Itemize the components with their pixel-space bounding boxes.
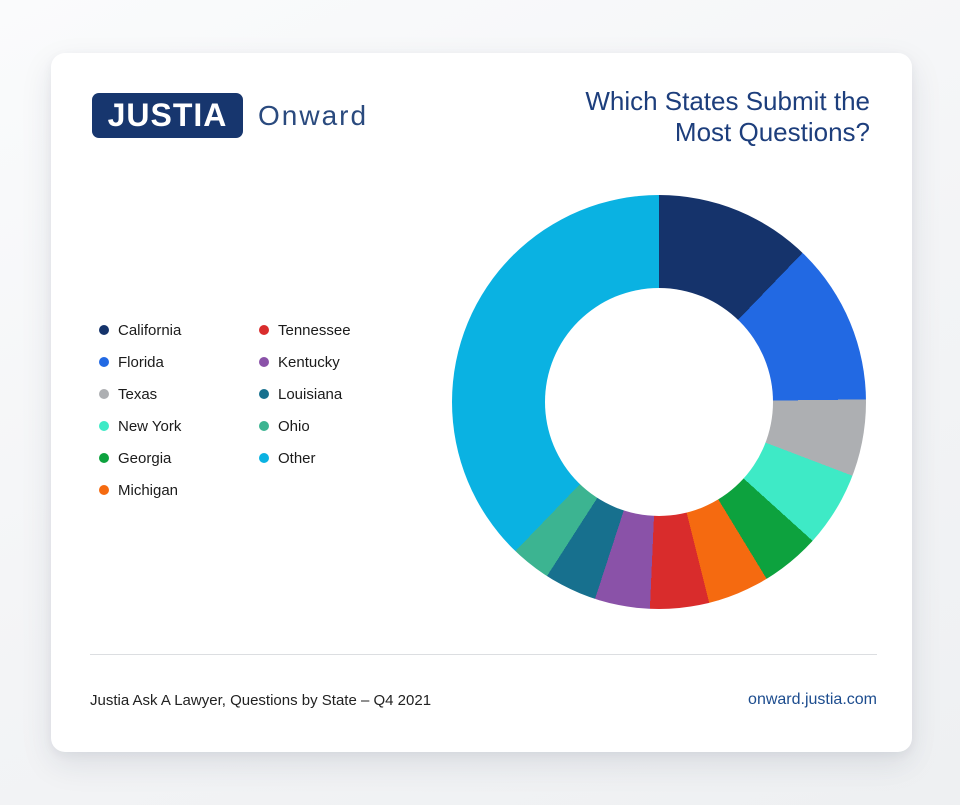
legend-item-florida: Florida	[99, 346, 259, 378]
source-caption: Justia Ask A Lawyer, Questions by State …	[90, 691, 432, 709]
onward-site-link[interactable]: onward.justia.com	[748, 691, 877, 708]
legend-dot-california	[99, 325, 109, 335]
legend-label: Tennessee	[278, 321, 351, 339]
legend-item-new-york: New York	[99, 410, 259, 442]
donut-chart-area	[452, 195, 866, 609]
legend-item-michigan: Michigan	[99, 474, 259, 506]
legend-label: Texas	[118, 385, 158, 403]
legend-column-1: California Florida Texas New York Georgia Mic…	[99, 314, 259, 506]
chart-legend: California Florida Texas New York Georgia Mic…	[99, 314, 419, 506]
legend-label: Ohio	[278, 417, 310, 435]
legend-dot-louisiana	[259, 389, 269, 399]
legend-item-kentucky: Kentucky	[259, 346, 419, 378]
legend-label: Michigan	[118, 481, 179, 499]
legend-dot-kentucky	[259, 357, 269, 367]
justia-logo-text: JUSTIA	[107, 97, 228, 133]
legend-item-tennessee: Tennessee	[259, 314, 419, 346]
legend-dot-tennessee	[259, 325, 269, 335]
legend-item-california: California	[99, 314, 259, 346]
legend-label: California	[118, 321, 182, 339]
justia-onward-brand: JUSTIA Onward	[92, 93, 368, 138]
legend-label: Georgia	[118, 449, 172, 467]
donut-chart	[452, 195, 866, 609]
legend-dot-texas	[99, 389, 109, 399]
legend-label: Florida	[118, 353, 164, 371]
justia-logo: JUSTIA	[92, 93, 243, 138]
infographic-card: JUSTIA Onward Which States Submit the Mo…	[51, 53, 912, 752]
legend-dot-ohio	[259, 421, 269, 431]
chart-title: Which States Submit the Most Questions?	[585, 86, 870, 148]
legend-label: Kentucky	[278, 353, 340, 371]
legend-item-texas: Texas	[99, 378, 259, 410]
chart-title-line1: Which States Submit the	[585, 86, 870, 116]
legend-label: New York	[118, 417, 182, 435]
legend-dot-florida	[99, 357, 109, 367]
legend-dot-other	[259, 453, 269, 463]
legend-label: Other	[278, 449, 316, 467]
chart-title-line2: Most Questions?	[674, 117, 870, 147]
legend-label: Louisiana	[278, 385, 343, 403]
legend-dot-michigan	[99, 485, 109, 495]
legend-item-ohio: Ohio	[259, 410, 419, 442]
footer-divider	[90, 654, 877, 655]
legend-item-other: Other	[259, 442, 419, 474]
onward-wordmark: Onward	[258, 99, 369, 131]
legend-item-georgia: Georgia	[99, 442, 259, 474]
footer: Justia Ask A Lawyer, Questions by State …	[90, 691, 877, 709]
legend-dot-georgia	[99, 453, 109, 463]
legend-column-2: Tennessee Kentucky Louisiana Ohio Other	[259, 314, 419, 506]
legend-dot-new-york	[99, 421, 109, 431]
legend-item-louisiana: Louisiana	[259, 378, 419, 410]
